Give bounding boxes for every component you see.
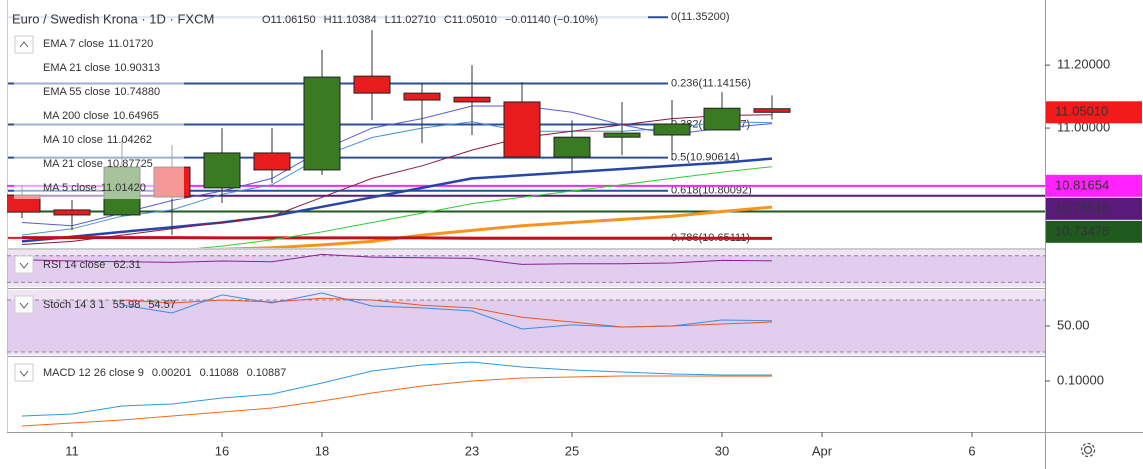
price-badge-label: 10.81654 (1055, 177, 1109, 192)
legend-value: 10.87725 (107, 158, 153, 170)
legend-label: EMA 7 close (43, 38, 104, 50)
x-tick-label: 6 (968, 443, 975, 458)
price-badge (1046, 220, 1142, 243)
legend-bg (14, 33, 184, 199)
candle-body (53, 209, 91, 216)
price-badge-label: 11.05010 (1055, 104, 1108, 119)
legend-value: 54.57 (148, 299, 176, 311)
candle-body (203, 152, 241, 189)
price-badge-label: 10.73478 (1055, 223, 1109, 238)
legend-label: MA 21 close (43, 158, 103, 170)
price-badge (1046, 174, 1142, 197)
y-tick-label: 11.20000 (1057, 57, 1110, 72)
candle-body (253, 152, 291, 171)
quote-value: L11.02710 (385, 14, 436, 26)
indicator-line (21, 253, 773, 265)
candle-body (303, 76, 341, 171)
legend-toggle-icon (19, 370, 29, 377)
legend-toggle[interactable] (14, 255, 34, 274)
indicator-title: RSI 14 close (43, 259, 105, 271)
x-tick-label: 16 (215, 443, 229, 458)
legend-value: 0.10887 (247, 367, 287, 379)
candle-body (603, 132, 641, 138)
indicator-pane (7, 292, 1045, 353)
fib-label: 0.618(10.80092) (671, 185, 752, 197)
fib-label: 0.236(11.14156) (671, 77, 751, 89)
quote-value: −0.01140 (−0.10%) (505, 14, 598, 26)
candle-body (653, 123, 691, 136)
legend-label: MA 200 close (43, 110, 109, 122)
indicator-pane (7, 253, 1045, 283)
quote-value: C11.05010 (444, 14, 497, 26)
legend-toggle-icon (19, 302, 29, 309)
legend-toggle-icon (19, 41, 29, 48)
plot-layer: 0(11.35200)0.236(11.14156)0.382(11.01137… (7, 9, 1142, 458)
candle-body (553, 136, 591, 158)
fib-label: 0(11.35200) (671, 11, 730, 23)
legend-value: 10.90313 (114, 62, 160, 74)
legend-value: 11.01420 (101, 182, 146, 194)
indicator-line (21, 375, 772, 427)
main-pane: 0(11.35200)0.236(11.14156)0.382(11.01137… (7, 11, 1045, 248)
legend-toggle[interactable] (14, 35, 34, 54)
price-badge (1046, 101, 1142, 124)
x-tick-label: 23 (465, 443, 479, 458)
legend-value: 62.31 (113, 259, 141, 271)
legend-toggle[interactable] (14, 295, 34, 314)
x-tick-label: 25 (565, 443, 579, 458)
legend-value: 11.01720 (108, 38, 153, 50)
legend-value: 10.74880 (114, 86, 160, 98)
legend-label: MA 5 close (43, 182, 97, 194)
indicator-pane (21, 361, 772, 427)
header-bg (8, 9, 648, 29)
legend-value: 10.64965 (113, 110, 159, 122)
indicator-line (21, 361, 772, 417)
indicator-title: MACD 12 26 close 9 (43, 367, 144, 379)
x-tick-label: 18 (315, 443, 329, 458)
x-tick-label: 11 (65, 443, 79, 458)
candle-body (753, 108, 791, 113)
legend-toggle[interactable] (14, 363, 34, 382)
legend-value: 11.04262 (107, 134, 152, 146)
price-badge-label: 10.78518 (1055, 200, 1109, 215)
settings-icon[interactable] (1080, 442, 1096, 458)
legend-toggle-icon (19, 262, 29, 269)
y-tick-label: 50.00 (1057, 317, 1090, 332)
legend-label: EMA 55 close (43, 86, 110, 98)
candle-body (703, 107, 741, 131)
indicator-line (121, 297, 773, 328)
legend-value: 55.98 (113, 299, 141, 311)
stoch-pane (7, 290, 1045, 355)
x-tick-label: Apr (812, 443, 833, 458)
candle-body (353, 75, 391, 94)
legend-label: MA 10 close (43, 134, 103, 146)
band-fill (7, 299, 1045, 352)
legend-value: 0.11088 (200, 367, 239, 379)
indicator-line (21, 105, 773, 227)
legend-label: EMA 21 close (43, 62, 110, 74)
y-tick-label: 0.10000 (1057, 372, 1104, 387)
quote-value: H11.10384 (324, 14, 377, 26)
candle-body (403, 92, 441, 101)
chart-title: Euro / Swedish Krona · 1D · FXCM (12, 11, 214, 26)
indicator-line (196, 166, 773, 248)
fib-label: 0.5(10.90614) (671, 152, 740, 164)
candle-body (453, 96, 491, 103)
x-tick-label: 30 (715, 443, 729, 458)
indicator-line (22, 236, 773, 240)
price-badge (1046, 197, 1142, 220)
legend-value: 0.00201 (152, 367, 192, 379)
indicator-line (21, 114, 773, 245)
indicator-title: Stoch 14 3 1 (43, 299, 105, 311)
quote-value: O11.06150 (262, 14, 316, 26)
band-fill (7, 255, 1045, 283)
candle-body (503, 101, 541, 158)
indicator-line (21, 157, 773, 243)
